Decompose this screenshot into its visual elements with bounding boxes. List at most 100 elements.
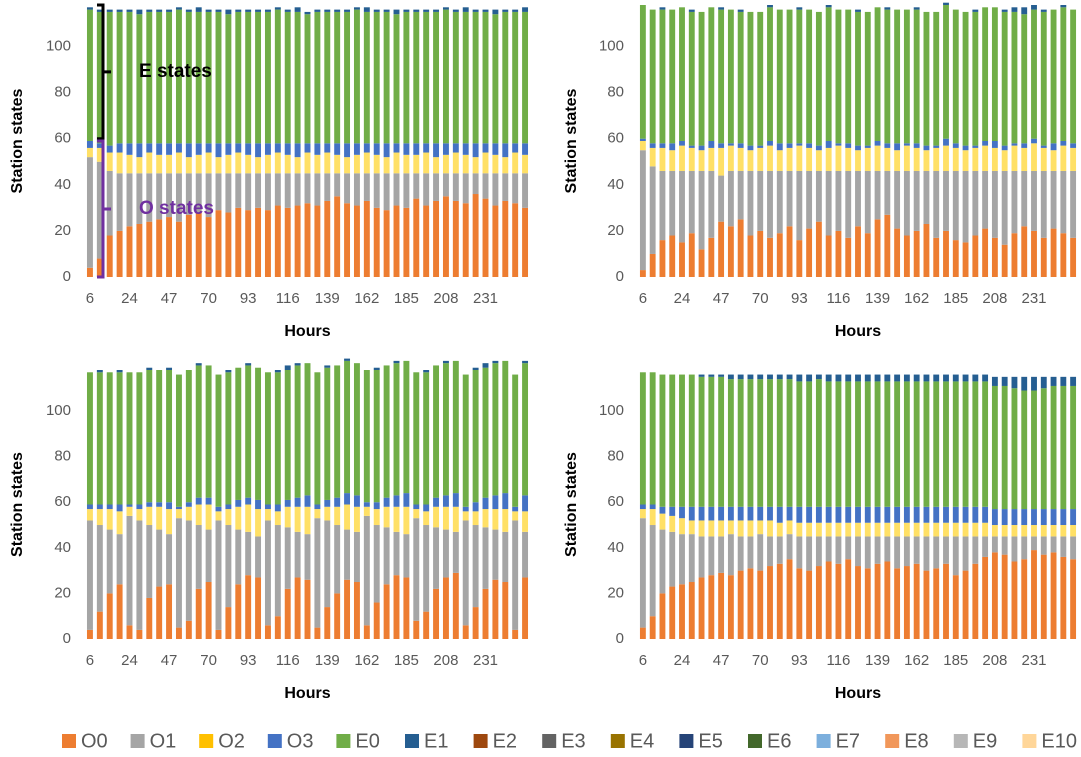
bar-segment <box>727 506 734 521</box>
bar-segment <box>855 145 861 151</box>
x-tick-label: 93 <box>240 652 257 669</box>
bar-segment <box>482 588 489 639</box>
bar-segment <box>482 143 489 153</box>
bar-segment <box>274 525 281 617</box>
bar-segment <box>235 143 242 153</box>
bar-segment <box>215 11 222 144</box>
legend-swatch <box>953 734 968 748</box>
bar-segment <box>274 9 281 144</box>
bar-segment <box>845 374 852 382</box>
bar-segment <box>393 152 400 174</box>
bar-segment <box>245 143 252 155</box>
y-axis-title: Station states <box>9 88 26 193</box>
bar-segment <box>982 228 989 277</box>
bar-segment <box>294 11 301 144</box>
bar-segment <box>413 372 420 505</box>
bar-segment <box>255 536 262 578</box>
bar-segment <box>502 143 509 158</box>
bar-segment <box>1021 170 1028 227</box>
bar-segment <box>933 522 940 537</box>
bar-segment <box>96 509 103 526</box>
bar-segment <box>1060 376 1067 386</box>
bar-segment <box>972 374 979 382</box>
bar-segment <box>962 522 969 537</box>
bar-segment <box>195 504 202 526</box>
bar-segment <box>96 258 103 277</box>
y-axis-title: Station states <box>563 452 580 557</box>
bar-segment <box>403 493 410 507</box>
bar-segment <box>864 568 871 639</box>
bar-segment <box>1050 525 1057 537</box>
bar-segment <box>334 11 341 144</box>
x-tick-label: 24 <box>674 290 691 307</box>
bar-segment <box>255 509 262 537</box>
bar-segment <box>166 534 173 585</box>
bar-segment <box>884 9 891 144</box>
bar-segment <box>126 143 133 155</box>
bar-segment <box>669 531 676 587</box>
bar-segment <box>913 230 920 277</box>
bar-segment <box>314 627 321 639</box>
y-tick-label: 20 <box>607 222 624 239</box>
bar-segment <box>462 143 469 155</box>
bar-segment <box>472 525 479 608</box>
bar-segment <box>1031 525 1037 537</box>
bar-segment <box>294 365 301 498</box>
legend-label: E4 <box>630 730 654 752</box>
bar-segment <box>639 270 646 277</box>
bar-segment <box>815 150 822 171</box>
bar-segment <box>423 9 430 12</box>
bar-segment <box>433 9 440 12</box>
bar-segment <box>245 531 252 576</box>
bar-segment <box>737 219 744 277</box>
bar-segment <box>776 143 783 151</box>
bar-segment <box>452 493 459 507</box>
bar-segment <box>1021 536 1028 560</box>
bar-segment <box>225 143 232 155</box>
bar-segment <box>462 625 469 639</box>
bar-segment <box>767 237 773 277</box>
x-axis-title: Hours <box>284 685 330 702</box>
x-tick-label: 47 <box>713 290 730 307</box>
bar-segment <box>747 374 754 380</box>
bar-segment <box>786 374 793 380</box>
bar-segment <box>235 152 242 174</box>
bar-segment <box>1060 170 1067 234</box>
bar-segment <box>166 509 173 535</box>
bar-segment <box>1060 525 1067 537</box>
bar-segment <box>708 374 715 377</box>
bar-segment <box>512 11 519 144</box>
bar-segment <box>1001 11 1008 146</box>
bar-segment <box>353 154 360 174</box>
bar-segment <box>383 11 390 144</box>
bar-segment <box>796 170 803 241</box>
bar-segment <box>639 138 646 141</box>
bar-segment <box>353 506 360 532</box>
bar-segment <box>874 522 881 537</box>
bar-segment <box>175 509 182 519</box>
bar-segment <box>383 365 390 498</box>
legend-label: E8 <box>904 730 928 752</box>
bar-segment <box>146 506 153 526</box>
bar-segment <box>1060 385 1067 510</box>
x-tick-label: 24 <box>121 652 138 669</box>
bar-segment <box>786 559 793 639</box>
bar-segment <box>156 154 163 174</box>
legend-swatch <box>885 734 900 748</box>
bar-segment <box>737 147 744 171</box>
bar-segment <box>255 173 262 208</box>
bar-segment <box>353 205 360 277</box>
bar-segment <box>413 198 420 277</box>
bar-segment <box>482 527 489 589</box>
legend-swatch <box>542 734 557 748</box>
bar-segment <box>757 570 764 639</box>
bar-segment <box>106 593 113 639</box>
bar-segment <box>1011 233 1018 277</box>
bar-segment <box>659 240 666 277</box>
bar-segment <box>708 506 715 521</box>
bar-segment <box>156 173 163 220</box>
bar-segment <box>806 570 813 639</box>
bar-segment <box>205 152 212 174</box>
bar-segment <box>943 563 949 639</box>
bar-segment <box>649 143 656 148</box>
